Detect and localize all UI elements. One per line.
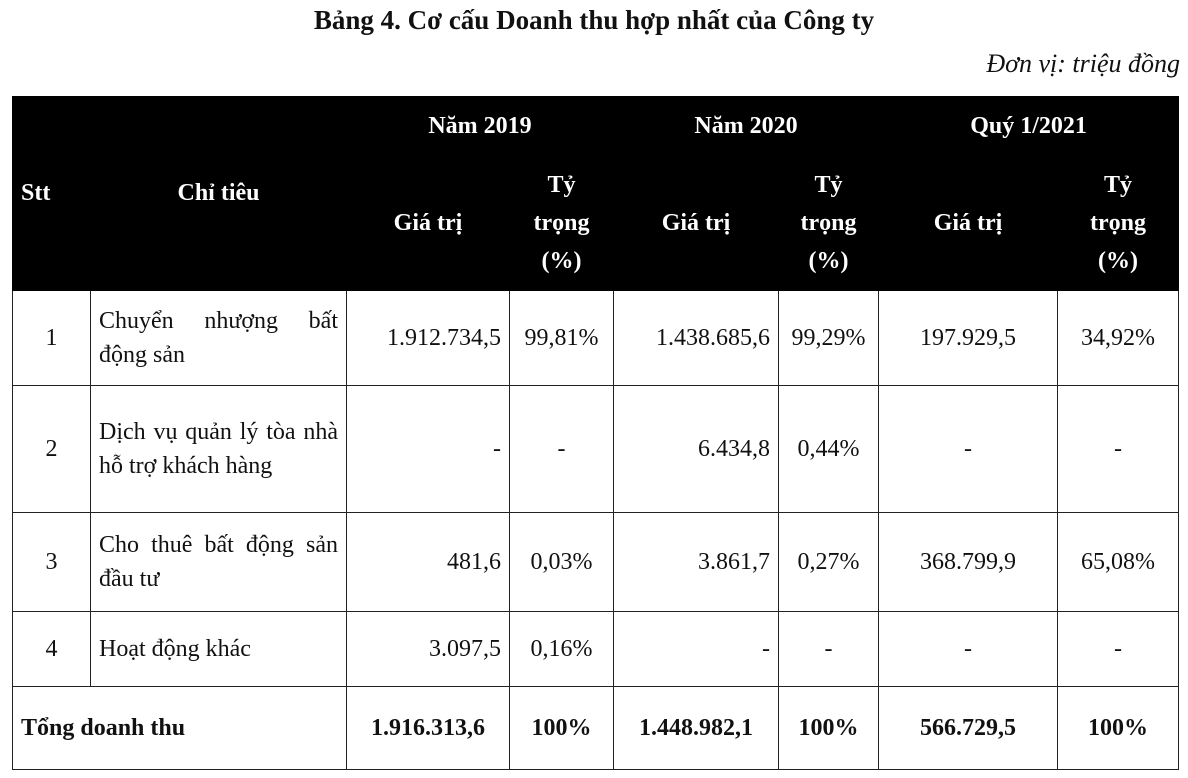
cell-share-q1-2021: 65,08%	[1057, 512, 1180, 612]
header-row-periods: Stt Chỉ tiêu Năm 2019 Năm 2020 Quý 1/202…	[12, 96, 1180, 291]
total-share-q1-2021: 100%	[1057, 686, 1180, 770]
table-title: Bảng 4. Cơ cấu Doanh thu hợp nhất của Cô…	[313, 5, 875, 35]
header-value-2020: Giá trị	[613, 155, 780, 291]
header-stt: Stt	[12, 96, 91, 291]
total-share-2020: 100%	[778, 686, 880, 770]
cell-share-2019: 0,03%	[508, 512, 615, 612]
cell-share-2020: -	[778, 611, 880, 687]
cell-value-2019: -	[346, 385, 510, 513]
header-row-subcolumns: Giá trị Tỷ trọng (%) Giá trị Tỷ trọng (%…	[13, 155, 1180, 291]
cell-indicator: Hoạt động khác	[90, 611, 347, 687]
total-row: Tổng doanh thu 1.916.313,6 100% 1.448.98…	[12, 686, 1180, 770]
share-line-2: trọng	[1090, 210, 1147, 236]
table-row: 1 Chuyển nhượng bất động sản 1.912.734,5…	[12, 290, 1180, 386]
cell-value-q1-2021: 197.929,5	[878, 290, 1059, 386]
header-share-2020: Tỷ trọng (%)	[778, 155, 880, 291]
header-value-q1-2021: Giá trị	[878, 155, 1059, 291]
share-line-1: Tỷ	[547, 172, 576, 198]
cell-value-2020: 1.438.685,6	[613, 290, 780, 386]
cell-value-q1-2021: 368.799,9	[878, 512, 1059, 612]
total-value-2020: 1.448.982,1	[613, 686, 780, 770]
cell-value-2019: 3.097,5	[346, 611, 510, 687]
header-share-2019: Tỷ trọng (%)	[508, 155, 615, 291]
header-indicator: Chỉ tiêu	[90, 96, 347, 291]
header-period-2019: Năm 2019	[345, 96, 615, 156]
share-line-1: Tỷ	[1104, 172, 1133, 198]
cell-value-2020: -	[613, 611, 780, 687]
cell-stt: 2	[12, 385, 91, 513]
cell-value-2019: 1.912.734,5	[346, 290, 510, 386]
total-label: Tổng doanh thu	[12, 686, 347, 770]
cell-share-2020: 99,29%	[778, 290, 880, 386]
share-line-3: (%)	[1098, 248, 1139, 274]
header-value-2019: Giá trị	[346, 155, 510, 291]
cell-share-q1-2021: -	[1057, 385, 1180, 513]
header-period-q1-2021: Quý 1/2021	[878, 96, 1180, 156]
share-line-3: (%)	[541, 248, 582, 274]
share-line-1: Tỷ	[814, 172, 843, 198]
table-row: 2 Dịch vụ quản lý tòa nhà hỗ trợ khách h…	[12, 385, 1180, 513]
unit-note: Đơn vị: triệu đồng	[986, 49, 1180, 78]
header-share-q1-2021: Tỷ trọng (%)	[1057, 155, 1180, 291]
revenue-structure-table: Stt Chỉ tiêu Năm 2019 Năm 2020 Quý 1/202…	[12, 96, 1180, 770]
cell-indicator: Cho thuê bất động sản đầu tư	[90, 512, 347, 612]
total-value-q1-2021: 566.729,5	[878, 686, 1059, 770]
cell-stt: 1	[12, 290, 91, 386]
cell-stt: 3	[12, 512, 91, 612]
share-line-3: (%)	[808, 248, 849, 274]
total-share-2019: 100%	[508, 686, 615, 770]
cell-share-2020: 0,27%	[778, 512, 880, 612]
cell-share-q1-2021: -	[1057, 611, 1180, 687]
cell-value-2020: 3.861,7	[613, 512, 780, 612]
share-line-2: trọng	[533, 210, 590, 236]
cell-share-2019: 99,81%	[508, 290, 615, 386]
cell-value-2019: 481,6	[346, 512, 510, 612]
cell-value-q1-2021: -	[878, 611, 1059, 687]
cell-value-2020: 6.434,8	[613, 385, 780, 513]
cell-indicator: Dịch vụ quản lý tòa nhà hỗ trợ khách hàn…	[90, 385, 347, 513]
header-period-2020: Năm 2020	[613, 96, 880, 156]
cell-share-2020: 0,44%	[778, 385, 880, 513]
cell-indicator: Chuyển nhượng bất động sản	[90, 290, 347, 386]
cell-share-2019: -	[508, 385, 615, 513]
table-row: 3 Cho thuê bất động sản đầu tư 481,6 0,0…	[12, 512, 1180, 612]
table-row: 4 Hoạt động khác 3.097,5 0,16% - - - -	[12, 611, 1180, 687]
cell-value-q1-2021: -	[878, 385, 1059, 513]
cell-share-2019: 0,16%	[508, 611, 615, 687]
share-line-2: trọng	[800, 210, 857, 236]
cell-share-q1-2021: 34,92%	[1057, 290, 1180, 386]
total-value-2019: 1.916.313,6	[346, 686, 510, 770]
cell-stt: 4	[12, 611, 91, 687]
